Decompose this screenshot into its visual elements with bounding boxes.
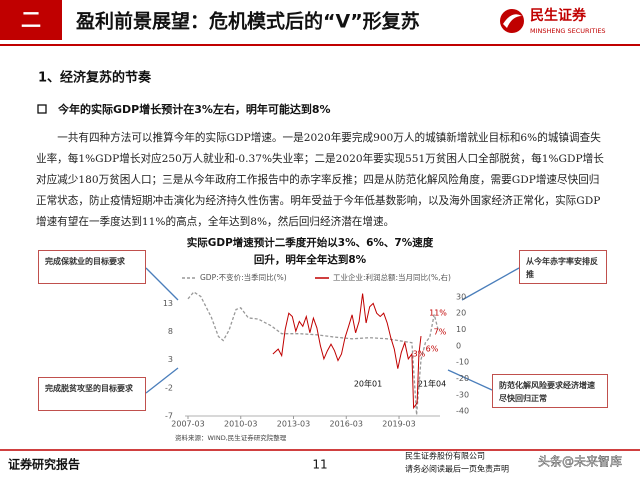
- x-tick-label: 2019-03: [382, 420, 415, 429]
- y-tick-label: -7: [165, 412, 173, 421]
- section-number: 二: [21, 8, 41, 32]
- footer-label: 证券研究报告: [8, 457, 80, 472]
- callout: 从今年赤字率安排反推: [519, 250, 607, 284]
- logo-cn: 民生证券: [530, 7, 587, 24]
- callout: 防范化解风险要求经济增速尽快回归正常: [492, 374, 608, 408]
- y2-tick-label: -40: [456, 407, 469, 416]
- annotation: 20年01: [354, 379, 382, 389]
- heading: 1、经济复苏的节奏: [38, 70, 152, 86]
- series-line: [187, 291, 440, 415]
- x-tick-label: 2010-03: [224, 420, 257, 429]
- legend-label: GDP:不变价:当季同比(%): [200, 272, 287, 282]
- bullet-square: [37, 104, 47, 114]
- bullet-text: 今年的实际GDP增长预计在3%左右，明年可能达到8%: [57, 102, 331, 116]
- x-tick-label: 2007-03: [171, 420, 204, 429]
- arrows: [145, 267, 520, 394]
- y2-tick-label: -20: [456, 374, 469, 383]
- series-line: [272, 293, 422, 410]
- source-note: 资料来源：WIND,民生证券研究院整理: [175, 433, 287, 442]
- paragraph: 一共有四种方法可以推算今年的实际GDP增速。一是2020年要完成900万人的城镇…: [36, 132, 604, 228]
- x-tick-label: 2013-03: [277, 420, 310, 429]
- callout: 完成脱贫攻坚的目标要求: [38, 377, 146, 411]
- x-tick-label: 2016-03: [330, 420, 363, 429]
- section-box: [0, 0, 62, 40]
- y-tick-label: 8: [168, 327, 173, 336]
- y2-tick-label: 30: [456, 292, 466, 301]
- slide-title: 盈利前景展望：危机模式后的“V”形复苏: [75, 10, 420, 33]
- callout: 完成保就业的目标要求: [38, 250, 146, 284]
- annotation: 3%: [413, 350, 426, 359]
- annotation: 7%: [434, 328, 447, 337]
- disclaimer: 请务必阅读最后一页免责声明: [405, 464, 509, 474]
- annotation: 6%: [426, 345, 439, 354]
- legend-label: 工业企业:利润总额:当月同比(%,右): [333, 272, 451, 282]
- y2-tick-label: -10: [456, 358, 469, 367]
- logo-icon: [500, 9, 524, 33]
- y2-tick-label: -30: [456, 390, 469, 399]
- watermark: 头条@未来智库: [538, 454, 622, 469]
- y2-tick-label: 20: [456, 309, 466, 318]
- logo-mark: [503, 14, 522, 28]
- y-tick-label: 3: [168, 355, 173, 364]
- y2-tick-label: 0: [456, 341, 461, 350]
- chart-title: 回升，明年全年达到8%: [254, 253, 367, 266]
- y2-tick-label: 10: [456, 325, 466, 334]
- logo-en: MINSHENG SECURITIES: [530, 27, 606, 35]
- company: 民生证券股份有限公司: [405, 451, 485, 461]
- page-number: 11: [312, 458, 327, 472]
- chart-title: 实际GDP增速预计二季度开始以3%、6%、7%速度: [187, 236, 434, 249]
- annotation: 21年04: [418, 379, 446, 389]
- y-tick-label: 13: [163, 299, 173, 308]
- y-tick-label: -2: [165, 383, 173, 392]
- annotation: 11%: [429, 309, 447, 318]
